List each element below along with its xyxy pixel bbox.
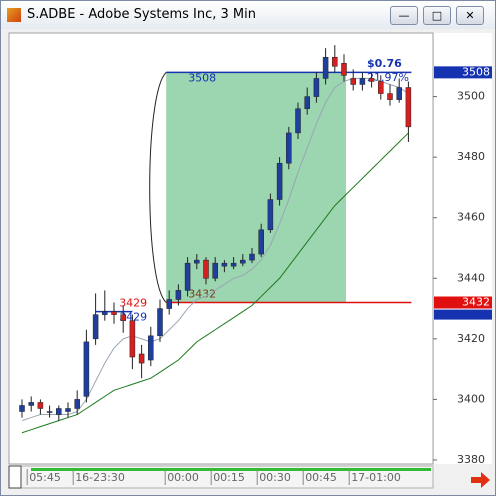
candle-body bbox=[258, 229, 264, 255]
candle-body bbox=[396, 87, 402, 100]
moving-average bbox=[21, 132, 409, 434]
candle-body bbox=[83, 341, 90, 397]
window-title: S.ADBE - Adobe Systems Inc, 3 Min bbox=[27, 7, 256, 22]
annotation: 21.97% bbox=[367, 71, 409, 84]
candle-body bbox=[102, 311, 108, 315]
candle-body bbox=[111, 311, 117, 315]
candle-body bbox=[387, 93, 393, 100]
candle-body bbox=[166, 299, 172, 309]
candle-body bbox=[212, 262, 218, 279]
candle-body bbox=[37, 402, 44, 409]
scroll-handle[interactable] bbox=[8, 465, 22, 489]
y-tick-label: 3440 bbox=[457, 271, 485, 284]
candle-body bbox=[203, 259, 209, 279]
candle-body bbox=[332, 56, 338, 67]
candle-body bbox=[405, 87, 412, 128]
x-tick-label: 00:30 bbox=[259, 471, 291, 484]
bracket bbox=[149, 71, 167, 303]
marker-label: 3429 bbox=[119, 311, 147, 324]
candle-body bbox=[230, 262, 237, 267]
price-tag bbox=[434, 296, 492, 309]
candle-body bbox=[65, 408, 71, 412]
range-box bbox=[166, 72, 346, 303]
navigator-bar bbox=[31, 468, 431, 471]
candle-body bbox=[322, 56, 329, 79]
candle-body bbox=[350, 78, 356, 85]
candle-body bbox=[378, 81, 384, 94]
price-tag-label: 3508 bbox=[462, 65, 490, 78]
y-tick-label: 3420 bbox=[457, 332, 485, 345]
candle-body bbox=[276, 162, 283, 200]
y-tick-label: 3400 bbox=[457, 392, 485, 405]
marker-label: 3429 bbox=[119, 297, 147, 310]
x-tick-label: 00:15 bbox=[213, 471, 245, 484]
minimize-button[interactable]: — bbox=[390, 6, 418, 25]
price-tag-label: 3432 bbox=[462, 296, 490, 309]
app-icon bbox=[7, 8, 21, 22]
candle-body bbox=[240, 259, 246, 264]
candle-body bbox=[56, 408, 62, 415]
candle-body bbox=[295, 108, 301, 134]
candle-body bbox=[46, 411, 53, 413]
price-tag bbox=[434, 66, 492, 79]
chart: 3380 3400 3420 3440 3460 3480 3500 05:45 16-23:3… bbox=[8, 32, 492, 489]
candle-body bbox=[120, 314, 126, 321]
candle-body bbox=[267, 199, 274, 231]
close-button[interactable]: ✕ bbox=[456, 6, 484, 25]
price-axis bbox=[434, 33, 492, 464]
candle-body bbox=[157, 308, 163, 337]
candle-body bbox=[249, 253, 255, 261]
annotation: $0.76 bbox=[367, 57, 402, 70]
y-tick-label: 3380 bbox=[457, 453, 485, 466]
candle-body bbox=[221, 262, 228, 267]
y-tick-label: 3460 bbox=[457, 211, 485, 224]
maximize-button[interactable]: □ bbox=[423, 6, 451, 25]
scroll-arrow[interactable] bbox=[471, 472, 490, 488]
candle-body bbox=[148, 335, 154, 361]
x-tick-label: 05:45 bbox=[29, 471, 61, 484]
candle-body bbox=[313, 78, 320, 97]
y-tick-label: 3480 bbox=[457, 150, 485, 163]
candle-body bbox=[304, 96, 310, 109]
candle-body bbox=[368, 78, 375, 82]
level-label: 3508 bbox=[188, 71, 216, 84]
x-tick-label: 00:45 bbox=[305, 471, 337, 484]
y-tick-label: 3500 bbox=[457, 90, 485, 103]
candle-body bbox=[19, 405, 25, 412]
title-bar: S.ADBE - Adobe Systems Inc, 3 Min — □ ✕ bbox=[1, 1, 495, 29]
candle-body bbox=[175, 290, 182, 300]
candle-body bbox=[184, 262, 191, 291]
candle-body bbox=[286, 132, 292, 164]
candle-body bbox=[341, 63, 347, 76]
x-tick-label: 00:00 bbox=[167, 471, 199, 484]
x-tick-label: 16-23:30 bbox=[75, 471, 125, 484]
candle-body bbox=[28, 402, 34, 406]
candle-body bbox=[74, 399, 80, 409]
price-tag bbox=[434, 309, 492, 320]
level-label: 3432 bbox=[188, 288, 216, 301]
candle-body bbox=[129, 320, 136, 358]
candle-body bbox=[92, 314, 99, 340]
candle-body bbox=[138, 353, 145, 364]
x-tick-label: 17-01:00 bbox=[351, 471, 401, 484]
candle-body bbox=[359, 78, 366, 85]
candle-body bbox=[194, 259, 200, 264]
